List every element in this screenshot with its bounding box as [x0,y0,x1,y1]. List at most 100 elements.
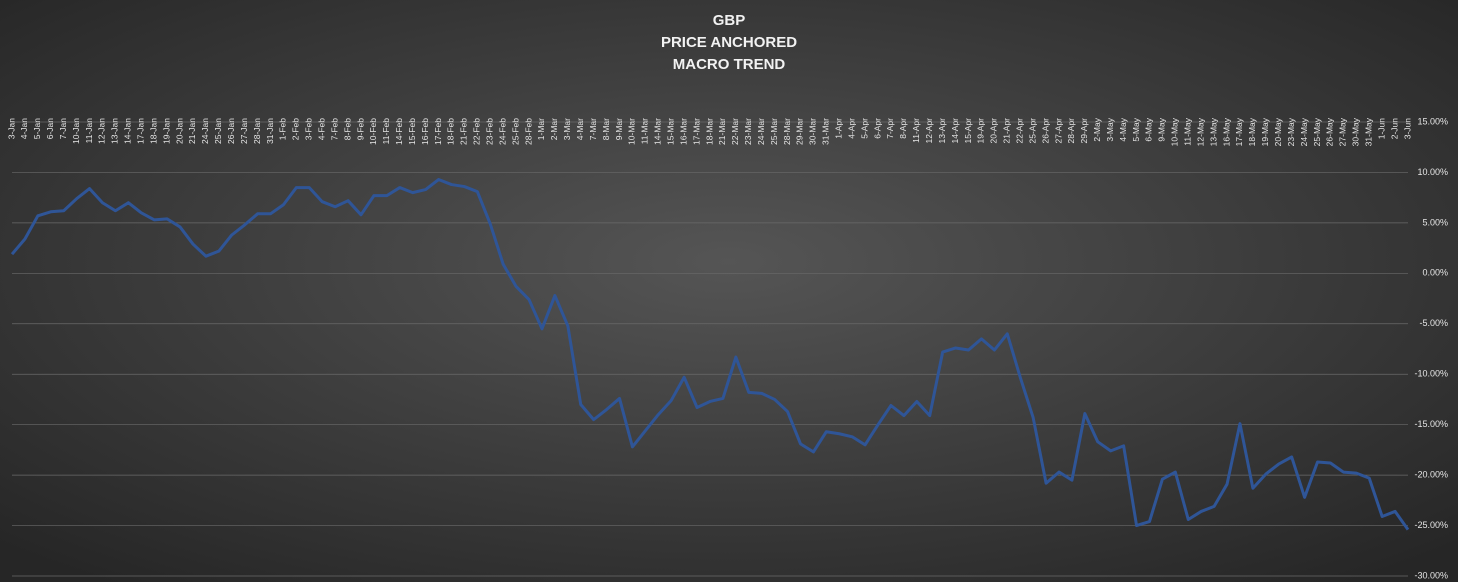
x-tick-label: 23-May [1286,117,1296,146]
x-tick-label: 24-Jan [200,118,210,144]
x-tick-label: 26-May [1325,117,1335,146]
x-tick-label: 5-Jan [32,118,42,140]
x-tick-label: 13-May [1208,117,1218,146]
x-tick-label: 13-Apr [937,118,947,144]
chart-title: PRICE ANCHORED [661,34,797,51]
x-tick-label: 25-Mar [769,118,779,145]
x-tick-label: 12-May [1195,117,1205,146]
x-tick-label: 2-Mar [549,118,559,140]
x-tick-label: 15-Mar [665,118,675,145]
x-tick-label: 31-May [1363,117,1373,146]
x-tick-label: 22-Apr [1014,118,1024,144]
x-tick-label: 10-Jan [71,118,81,144]
line [10,178,1410,531]
x-tick-label: 21-Mar [717,118,727,145]
y-tick-label: -10.00% [1414,369,1448,379]
x-tick-label: 4-May [1118,117,1128,141]
x-tick-label: 25-Feb [510,118,520,145]
x-tick-label: 6-Jan [45,118,55,140]
x-tick-label: 19-Jan [161,118,171,144]
x-tick-label: 11-Jan [84,118,94,144]
x-tick-label: 26-Jan [226,118,236,144]
x-tick-label: 28-Apr [1066,118,1076,144]
x-tick-label: 14-Apr [950,118,960,144]
x-tick-label: 25-Apr [1027,118,1037,144]
x-tick-label: 14-Jan [123,118,133,144]
x-tick-label: 16-Mar [678,118,688,145]
x-tick-label: 24-Mar [756,118,766,145]
x-tick-label: 30-May [1351,117,1361,146]
x-tick-label: 4-Mar [575,118,585,140]
x-tick-label: 11-May [1183,117,1193,145]
x-tick-label: 4-Jan [19,118,29,140]
y-tick-label: -20.00% [1414,469,1448,479]
x-tick-label: 21-Apr [1002,118,1012,144]
x-tick-label: 3-Mar [562,118,572,140]
x-tick-label: 8-Feb [342,118,352,140]
x-tick-label: 10-Feb [368,118,378,145]
x-tick-label: 3-May [1105,117,1115,141]
x-tick-label: 16-May [1221,117,1231,146]
x-tick-label: 19-May [1260,117,1270,146]
x-tick-label: 2-Feb [291,118,301,140]
y-tick-label: 15.00% [1417,116,1448,126]
x-tick-label: 20-Apr [989,118,999,144]
y-tick-label: 0.00% [1422,268,1448,278]
x-tick-label: 1-Feb [278,118,288,140]
x-tick-label: 3-Jan [6,118,16,140]
x-tick-label: 16-Feb [420,118,430,145]
x-tick-label: 12-Jan [97,118,107,144]
x-tick-label: 29-Mar [795,118,805,145]
x-tick-label: 14-Mar [653,118,663,145]
x-tick-label: 24-Feb [497,118,507,145]
x-tick-label: 9-Feb [355,118,365,140]
x-tick-label: 27-Apr [1053,118,1063,144]
x-tick-label: 6-May [1144,117,1154,141]
x-tick-label: 15-Feb [407,118,417,145]
x-tick-label: 31-Mar [821,118,831,145]
x-tick-label: 10-May [1170,117,1180,146]
y-tick-label: 5.00% [1422,217,1448,227]
x-tick-label: 17-Jan [136,118,146,144]
x-tick-label: 15-Apr [963,118,973,144]
x-tick-label: 21-Feb [459,118,469,145]
x-tick-label: 28-Jan [252,118,262,144]
x-tick-label: 1-Apr [834,118,844,139]
x-tick-label: 20-Jan [174,118,184,144]
x-tick-label: 17-May [1234,117,1244,146]
x-tick-label: 23-Feb [485,118,495,145]
x-tick-label: 3-Jun [1402,118,1412,140]
x-tick-label: 18-Jan [148,118,158,144]
x-tick-label: 2-May [1092,117,1102,141]
x-tick-label: 7-Feb [329,118,339,140]
x-tick-label: 8-Mar [601,118,611,140]
x-tick-label: 31-Jan [265,118,275,144]
x-tick-label: 17-Feb [433,118,443,145]
x-tick-label: 27-May [1338,117,1348,146]
x-tick-label: 4-Feb [316,118,326,140]
x-tick-label: 9-Mar [614,118,624,140]
x-tick-label: 13-Jan [110,118,120,144]
x-tick-label: 28-Feb [523,118,533,145]
x-tick-label: 21-Jan [187,118,197,144]
x-tick-label: 7-Apr [885,118,895,139]
x-tick-label: 1-Jun [1376,118,1386,140]
x-tick-label: 2-Jun [1389,118,1399,140]
x-tick-label: 26-Apr [1040,118,1050,144]
x-tick-label: 18-Feb [446,118,456,145]
x-tick-label: 12-Apr [924,118,934,144]
x-tick-label: 29-Apr [1079,118,1089,144]
x-tick-label: 25-Jan [213,118,223,144]
x-tick-label: 24-May [1299,117,1309,146]
x-tick-label: 20-May [1273,117,1283,146]
x-tick-label: 7-Mar [588,118,598,140]
y-tick-label: 10.00% [1417,167,1448,177]
y-tick-label: -30.00% [1414,570,1448,580]
x-tick-label: 10-Mar [627,118,637,145]
x-tick-label: 1-Mar [536,118,546,140]
chart-title: MACRO TREND [673,56,786,73]
x-tick-label: 6-Apr [872,118,882,139]
x-tick-label: 18-Mar [704,118,714,145]
x-tick-label: 14-Feb [394,118,404,145]
